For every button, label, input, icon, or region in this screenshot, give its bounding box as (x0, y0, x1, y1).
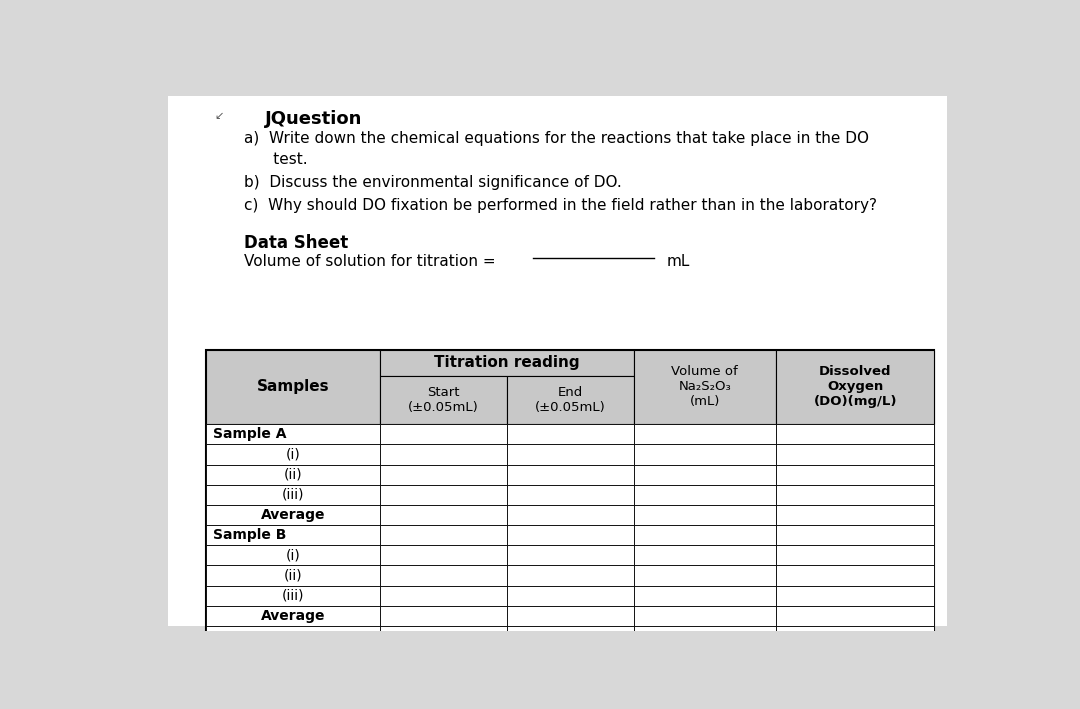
FancyBboxPatch shape (777, 606, 934, 626)
FancyBboxPatch shape (206, 566, 380, 586)
FancyBboxPatch shape (380, 464, 507, 485)
FancyBboxPatch shape (777, 545, 934, 566)
FancyBboxPatch shape (634, 525, 777, 545)
FancyBboxPatch shape (380, 485, 507, 505)
Text: Dissolved
Oxygen
(DO)(mg/L): Dissolved Oxygen (DO)(mg/L) (813, 365, 896, 408)
FancyBboxPatch shape (380, 350, 634, 376)
Text: Average: Average (261, 508, 325, 522)
FancyBboxPatch shape (507, 545, 634, 566)
FancyBboxPatch shape (634, 505, 777, 525)
FancyBboxPatch shape (206, 505, 380, 525)
FancyBboxPatch shape (206, 350, 934, 647)
FancyBboxPatch shape (206, 464, 380, 485)
FancyBboxPatch shape (380, 445, 507, 464)
FancyBboxPatch shape (206, 626, 380, 647)
FancyBboxPatch shape (380, 545, 507, 566)
FancyBboxPatch shape (507, 485, 634, 505)
Text: test.: test. (244, 152, 308, 167)
FancyBboxPatch shape (206, 545, 380, 566)
FancyBboxPatch shape (634, 485, 777, 505)
FancyBboxPatch shape (380, 606, 507, 626)
FancyBboxPatch shape (634, 350, 777, 424)
FancyBboxPatch shape (777, 424, 934, 445)
Text: End
(±0.05mL): End (±0.05mL) (535, 386, 606, 414)
Text: Average: Average (261, 609, 325, 623)
FancyBboxPatch shape (507, 525, 634, 545)
FancyBboxPatch shape (777, 626, 934, 647)
FancyBboxPatch shape (777, 445, 934, 464)
FancyBboxPatch shape (507, 626, 634, 647)
FancyBboxPatch shape (380, 376, 507, 424)
FancyBboxPatch shape (380, 566, 507, 586)
Text: ↙: ↙ (215, 111, 224, 121)
FancyBboxPatch shape (206, 586, 380, 606)
FancyBboxPatch shape (507, 606, 634, 626)
FancyBboxPatch shape (777, 485, 934, 505)
Text: Samples: Samples (257, 379, 329, 394)
FancyBboxPatch shape (380, 424, 507, 445)
Text: (iii): (iii) (282, 588, 305, 603)
FancyBboxPatch shape (380, 505, 507, 525)
FancyBboxPatch shape (507, 586, 634, 606)
FancyBboxPatch shape (507, 464, 634, 485)
FancyBboxPatch shape (634, 424, 777, 445)
FancyBboxPatch shape (206, 445, 380, 464)
FancyBboxPatch shape (507, 445, 634, 464)
FancyBboxPatch shape (634, 464, 777, 485)
FancyBboxPatch shape (777, 566, 934, 586)
Text: Volume of
Na₂S₂O₃
(mL): Volume of Na₂S₂O₃ (mL) (672, 365, 738, 408)
Text: (i): (i) (286, 447, 300, 462)
Text: Start
(±0.05mL): Start (±0.05mL) (408, 386, 478, 414)
FancyBboxPatch shape (777, 350, 934, 424)
FancyBboxPatch shape (380, 586, 507, 606)
Text: Titration reading: Titration reading (434, 355, 580, 371)
Text: mL: mL (666, 255, 690, 269)
FancyBboxPatch shape (206, 525, 380, 545)
Text: (iii): (iii) (282, 488, 305, 502)
FancyBboxPatch shape (168, 96, 947, 625)
FancyBboxPatch shape (206, 485, 380, 505)
FancyBboxPatch shape (507, 505, 634, 525)
FancyBboxPatch shape (206, 424, 380, 445)
Text: Volume of solution for titration =: Volume of solution for titration = (244, 255, 496, 269)
FancyBboxPatch shape (206, 606, 380, 626)
FancyBboxPatch shape (634, 586, 777, 606)
Text: a)  Write down the chemical equations for the reactions that take place in the D: a) Write down the chemical equations for… (244, 131, 868, 147)
FancyBboxPatch shape (634, 545, 777, 566)
Text: b)  Discuss the environmental significance of DO.: b) Discuss the environmental significanc… (244, 175, 622, 190)
FancyBboxPatch shape (380, 626, 507, 647)
FancyBboxPatch shape (777, 505, 934, 525)
Text: (ii): (ii) (284, 468, 302, 481)
FancyBboxPatch shape (634, 626, 777, 647)
Text: (ii): (ii) (284, 569, 302, 583)
FancyBboxPatch shape (777, 464, 934, 485)
FancyBboxPatch shape (777, 586, 934, 606)
FancyBboxPatch shape (634, 445, 777, 464)
Text: c)  Why should DO fixation be performed in the field rather than in the laborato: c) Why should DO fixation be performed i… (244, 198, 877, 213)
FancyBboxPatch shape (634, 606, 777, 626)
Text: JQuestion: JQuestion (265, 110, 362, 128)
Text: Data Sheet: Data Sheet (244, 233, 348, 252)
FancyBboxPatch shape (380, 525, 507, 545)
FancyBboxPatch shape (507, 376, 634, 424)
FancyBboxPatch shape (507, 424, 634, 445)
FancyBboxPatch shape (634, 566, 777, 586)
FancyBboxPatch shape (507, 566, 634, 586)
Text: Sample A: Sample A (213, 428, 286, 441)
Text: (i): (i) (286, 548, 300, 562)
FancyBboxPatch shape (206, 350, 380, 424)
Text: Sample B: Sample B (213, 528, 286, 542)
FancyBboxPatch shape (777, 525, 934, 545)
